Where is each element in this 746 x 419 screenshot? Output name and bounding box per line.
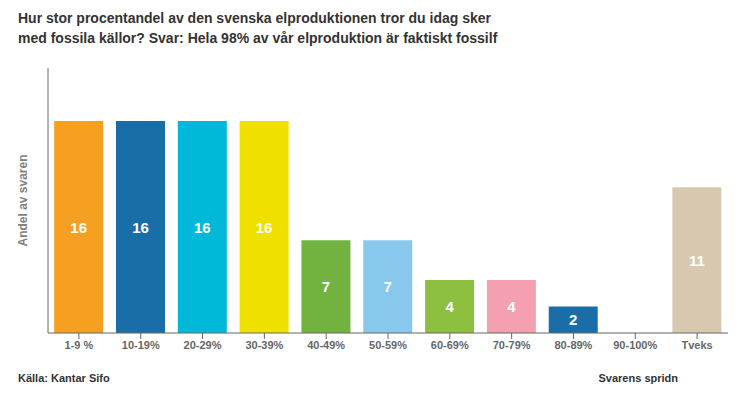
html-text:Källa: Kantar Sifo: Källa: Kantar Sifo — [18, 372, 110, 384]
svg-text:2: 2 — [569, 311, 577, 328]
svg-text:16: 16 — [256, 219, 273, 236]
svg-text:4: 4 — [445, 298, 454, 315]
svg-text:40-49%: 40-49% — [307, 339, 345, 351]
svg-text:11: 11 — [689, 252, 705, 269]
svg-text:16: 16 — [194, 219, 211, 236]
html-text:med fossila källor? Svar: Hela: med fossila källor? Svar: Hela 98% av vå… — [18, 30, 498, 46]
html-text:Svarens spridn: Svarens spridn — [598, 372, 678, 384]
svg-text:60-69%: 60-69% — [431, 339, 469, 351]
svg-text:7: 7 — [322, 278, 330, 295]
svg-text:Andel av svaren: Andel av svaren — [16, 154, 30, 246]
svg-text:70-79%: 70-79% — [493, 339, 531, 351]
svg-text:1-9 %: 1-9 % — [65, 339, 94, 351]
svg-text:Tveks: Tveks — [681, 339, 712, 351]
svg-text:7: 7 — [384, 278, 392, 295]
svg-text:20-29%: 20-29% — [184, 339, 222, 351]
svg-text:4: 4 — [507, 298, 516, 315]
svg-text:30-39%: 30-39% — [245, 339, 283, 351]
html-text:Hur stor procentandel av den s: Hur stor procentandel av den svenska elp… — [18, 10, 491, 26]
svg-text:16: 16 — [70, 219, 87, 236]
svg-text:50-59%: 50-59% — [369, 339, 407, 351]
svg-text:10-19%: 10-19% — [122, 339, 160, 351]
svg-text:90-100%: 90-100% — [613, 339, 657, 351]
svg-text:80-89%: 80-89% — [554, 339, 592, 351]
svg-text:16: 16 — [132, 219, 149, 236]
